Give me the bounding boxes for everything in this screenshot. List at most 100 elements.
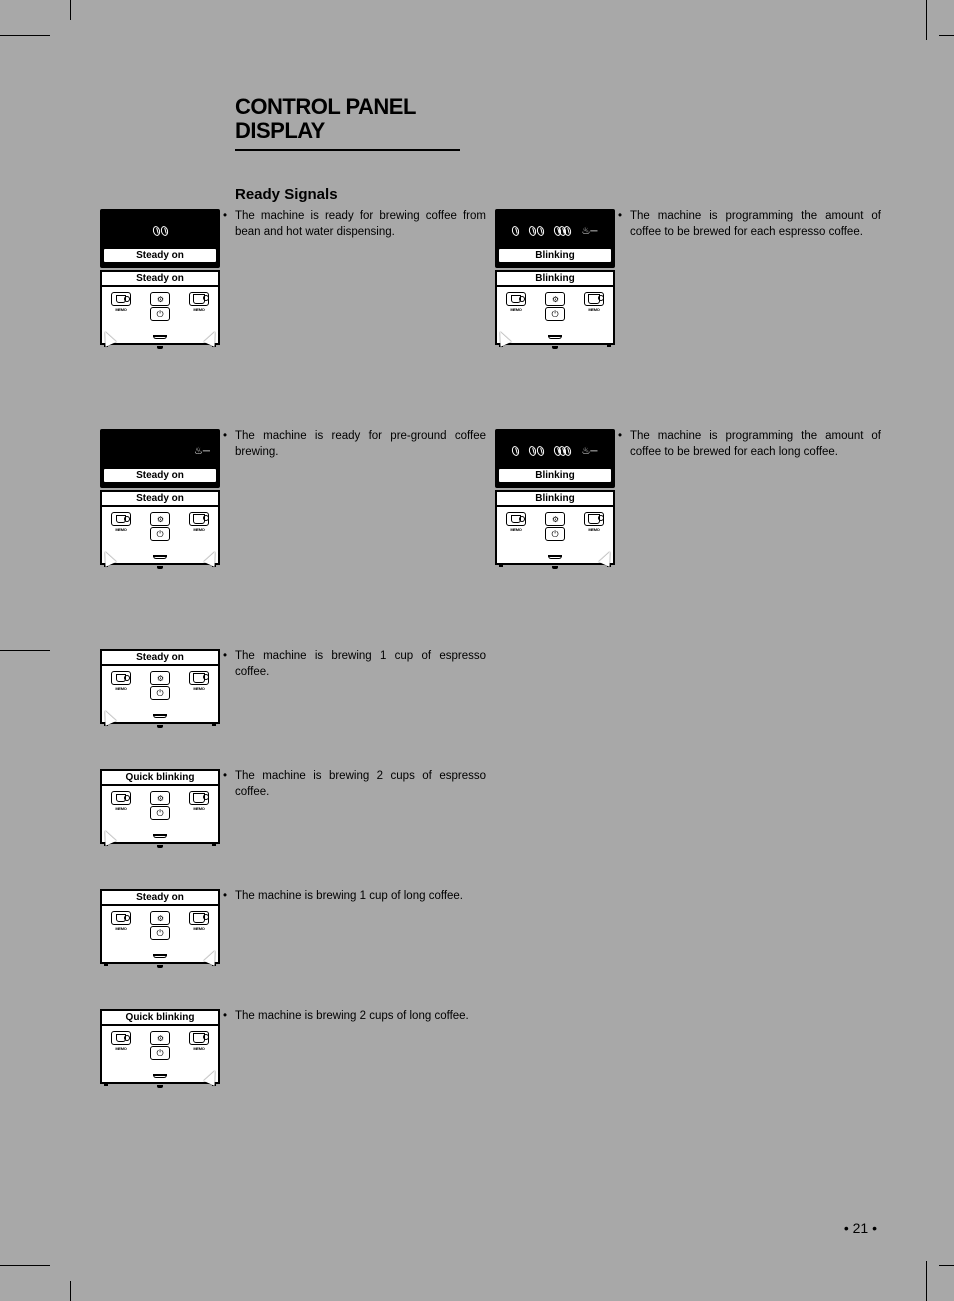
crop-mark — [939, 35, 954, 36]
power-button: ⏻ — [150, 926, 170, 940]
long-coffee-button: MEMO — [188, 292, 210, 312]
panel-foot — [157, 845, 163, 848]
espresso-button: MEMO — [110, 512, 132, 532]
button-panel-figure: Steady on MEMO ⚙ ⏻ MEMO — [100, 270, 220, 345]
memo-label: MEMO — [110, 686, 132, 691]
title-line1: CONTROL PANEL — [235, 94, 416, 119]
panel-foot — [157, 566, 163, 569]
figure-stack: Quick blinking MEMO ⚙ ⏻ MEMO — [100, 769, 225, 850]
long-coffee-button: MEMO — [583, 512, 605, 532]
panel-foot — [552, 566, 558, 569]
page-number: • 21 • — [844, 1220, 877, 1236]
button-panel-figure: Quick blinking MEMO ⚙ ⏻ MEMO — [100, 769, 220, 844]
panel-foot — [499, 564, 503, 567]
signal-description: The machine is brewing 2 cups of espress… — [235, 769, 490, 800]
figure-stack: ♨─ Blinking Blinking MEMO ⚙ ⏻ MEMO — [495, 429, 620, 571]
button-panel-figure: Blinking MEMO ⚙ ⏻ MEMO — [495, 270, 615, 345]
aroma-button: ⚙ — [545, 292, 565, 306]
power-button: ⏻ — [150, 307, 170, 321]
figure-stack: ♨─ Blinking Blinking MEMO ⚙ ⏻ MEMO — [495, 209, 620, 351]
title-rule — [235, 149, 460, 151]
panel-body: MEMO ⚙ ⏻ MEMO — [100, 904, 220, 964]
signal-row: ♨─ Steady on Steady on MEMO ⚙ ⏻ MEMO — [100, 429, 490, 649]
display-icons: ♨─ — [499, 217, 611, 245]
page-title: CONTROL PANEL DISPLAY — [235, 95, 877, 143]
display-figure: ♨─ Blinking — [495, 209, 615, 268]
memo-label: MEMO — [110, 527, 132, 532]
espresso-button: MEMO — [110, 791, 132, 811]
display-figure: Steady on — [100, 209, 220, 268]
panel-foot — [104, 1083, 108, 1086]
crop-mark — [70, 1281, 71, 1301]
button-grid: MEMO ⚙ ⏻ MEMO — [110, 292, 210, 330]
panel-state-label: Quick blinking — [100, 769, 220, 784]
espresso-button: MEMO — [110, 671, 132, 691]
power-button: ⏻ — [545, 527, 565, 541]
memo-label: MEMO — [110, 806, 132, 811]
signal-description: The machine is programming the amount of… — [630, 429, 885, 460]
button-panel-figure: Steady on MEMO ⚙ ⏻ MEMO — [100, 889, 220, 964]
section-subtitle: Ready Signals — [235, 186, 877, 203]
signal-description: The machine is brewing 1 cup of espresso… — [235, 649, 490, 680]
panel-body: MEMO ⚙ ⏻ MEMO — [100, 505, 220, 565]
columns: Steady on Steady on MEMO ⚙ ⏻ MEMO — [100, 209, 877, 1159]
crop-mark — [70, 0, 71, 20]
memo-label: MEMO — [188, 926, 210, 931]
panel-state-label: Blinking — [495, 490, 615, 505]
drip-tray-icon — [153, 555, 167, 559]
drip-tray-icon — [153, 1074, 167, 1078]
panel-foot — [157, 725, 163, 728]
panel-foot — [212, 723, 216, 726]
signal-description: The machine is brewing 2 cups of long co… — [235, 1009, 490, 1025]
panel-foot — [212, 843, 216, 846]
pointer-arrow — [204, 1068, 221, 1086]
espresso-button: MEMO — [110, 911, 132, 931]
figure-stack: Steady on Steady on MEMO ⚙ ⏻ MEMO — [100, 209, 225, 351]
panel-foot — [607, 344, 611, 347]
panel-body: MEMO ⚙ ⏻ MEMO — [100, 784, 220, 844]
aroma-button: ⚙ — [150, 911, 170, 925]
crop-mark — [926, 0, 927, 40]
panel-foot — [157, 1085, 163, 1088]
signal-description: The machine is ready for brewing coffee … — [235, 209, 490, 240]
signal-description: The machine is programming the amount of… — [630, 209, 885, 240]
aroma-button: ⚙ — [150, 671, 170, 685]
display-state-label: Blinking — [499, 249, 611, 262]
panel-state-label: Steady on — [100, 270, 220, 285]
figure-stack: Quick blinking MEMO ⚙ ⏻ MEMO — [100, 1009, 225, 1090]
pointer-arrow — [100, 549, 117, 567]
panel-state-label: Steady on — [100, 889, 220, 904]
panel-body: MEMO ⚙ ⏻ MEMO — [495, 505, 615, 565]
memo-label: MEMO — [188, 307, 210, 312]
pointer-arrow — [100, 329, 117, 347]
button-grid: MEMO ⚙ ⏻ MEMO — [110, 512, 210, 550]
signal-description: The machine is brewing 1 cup of long cof… — [235, 889, 490, 905]
crop-mark — [926, 1261, 927, 1301]
button-grid: MEMO ⚙ ⏻ MEMO — [110, 911, 210, 949]
long-coffee-button: MEMO — [188, 791, 210, 811]
pointer-arrow — [204, 549, 221, 567]
espresso-button: MEMO — [505, 512, 527, 532]
button-panel-figure: Quick blinking MEMO ⚙ ⏻ MEMO — [100, 1009, 220, 1084]
display-icons: ♨─ — [104, 437, 216, 465]
display-figure: ♨─ Steady on — [100, 429, 220, 488]
memo-label: MEMO — [188, 686, 210, 691]
signal-row: ♨─ Blinking Blinking MEMO ⚙ ⏻ MEMO — [495, 209, 885, 429]
long-coffee-button: MEMO — [188, 512, 210, 532]
right-column: ♨─ Blinking Blinking MEMO ⚙ ⏻ MEMO — [495, 209, 885, 649]
pointer-arrow — [100, 708, 117, 726]
button-grid: MEMO ⚙ ⏻ MEMO — [505, 512, 605, 550]
display-state-label: Blinking — [499, 469, 611, 482]
button-panel-figure: Steady on MEMO ⚙ ⏻ MEMO — [100, 490, 220, 565]
left-column: Steady on Steady on MEMO ⚙ ⏻ MEMO — [100, 209, 490, 1129]
page-body: CONTROL PANEL DISPLAY Ready Signals Stea… — [70, 35, 927, 1266]
pointer-arrow — [599, 549, 616, 567]
signal-description: The machine is ready for pre-ground coff… — [235, 429, 490, 460]
drip-tray-icon — [153, 335, 167, 339]
power-button: ⏻ — [150, 806, 170, 820]
figure-stack: ♨─ Steady on Steady on MEMO ⚙ ⏻ MEMO — [100, 429, 225, 571]
memo-label: MEMO — [505, 527, 527, 532]
long-coffee-button: MEMO — [583, 292, 605, 312]
panel-foot — [157, 965, 163, 968]
power-button: ⏻ — [150, 686, 170, 700]
